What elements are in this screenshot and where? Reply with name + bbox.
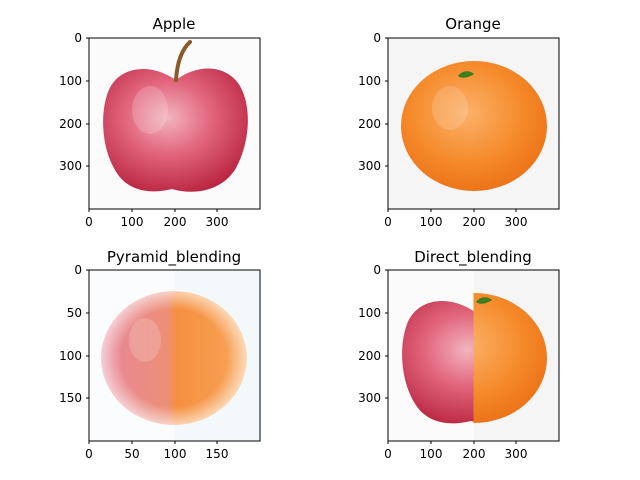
y-tick-label: 0 — [373, 31, 381, 45]
x-axis-ticks-direct: 0 100 200 300 — [384, 441, 527, 461]
apple-image — [89, 38, 260, 209]
y-tick-label: 200 — [358, 349, 381, 363]
x-tick-label: 0 — [384, 215, 392, 229]
x-tick-label: 200 — [463, 215, 486, 229]
panel-apple: Apple 0 100 200 300 0 100 200 300 — [59, 15, 261, 229]
x-tick-label: 300 — [505, 447, 528, 461]
x-tick-label: 200 — [463, 447, 486, 461]
panel-title-orange: Orange — [445, 15, 500, 33]
x-axis-ticks-apple: 0 100 200 300 — [85, 209, 228, 229]
panel-direct-blending: Direct_blending 0 100 200 300 — [358, 248, 560, 461]
y-tick-label: 100 — [358, 74, 381, 88]
direct-blend-apple-half — [402, 300, 474, 424]
panel-pyramid-blending: Pyramid_blending 0 50 100 150 0 50 10 — [59, 248, 261, 461]
y-tick-label: 300 — [59, 159, 82, 173]
y-tick-label: 50 — [67, 306, 82, 320]
x-tick-label: 200 — [164, 215, 187, 229]
y-tick-label: 100 — [59, 349, 82, 363]
orange-image — [388, 38, 559, 209]
y-tick-label: 0 — [373, 263, 381, 277]
panel-title-apple: Apple — [153, 15, 196, 33]
x-axis-ticks-pyramid: 0 50 100 150 — [85, 441, 228, 461]
direct-blend-image — [388, 270, 559, 441]
y-tick-label: 200 — [358, 117, 381, 131]
panel-title-direct-blending: Direct_blending — [414, 248, 532, 267]
x-tick-label: 100 — [121, 215, 144, 229]
x-tick-label: 100 — [164, 447, 187, 461]
x-tick-label: 50 — [124, 447, 139, 461]
direct-blend-orange-half — [473, 293, 547, 423]
y-axis-ticks-pyramid: 0 50 100 150 — [59, 263, 89, 405]
y-axis-ticks-apple: 0 100 200 300 — [59, 31, 89, 173]
y-axis-ticks-direct: 0 100 200 300 — [358, 263, 388, 405]
y-tick-label: 0 — [74, 263, 82, 277]
panel-title-pyramid-blending: Pyramid_blending — [107, 248, 241, 267]
x-tick-label: 100 — [420, 215, 443, 229]
x-tick-label: 150 — [206, 447, 229, 461]
y-tick-label: 100 — [358, 306, 381, 320]
y-tick-label: 300 — [358, 391, 381, 405]
y-tick-label: 200 — [59, 117, 82, 131]
pyramid-blend-image — [89, 270, 260, 441]
orange-body — [401, 61, 547, 191]
orange-leaf — [458, 71, 474, 78]
x-axis-ticks-orange: 0 100 200 300 — [384, 209, 527, 229]
x-tick-label: 300 — [206, 215, 229, 229]
panel-orange: Orange 0 100 200 300 0 100 200 300 — [358, 15, 560, 229]
apple-body — [103, 68, 248, 192]
y-axis-ticks-orange: 0 100 200 300 — [358, 31, 388, 173]
apple-stem — [174, 40, 192, 82]
x-tick-label: 0 — [384, 447, 392, 461]
x-tick-label: 100 — [420, 447, 443, 461]
y-tick-label: 100 — [59, 74, 82, 88]
x-tick-label: 0 — [85, 447, 93, 461]
x-tick-label: 0 — [85, 215, 93, 229]
y-tick-label: 0 — [74, 31, 82, 45]
y-tick-label: 300 — [358, 159, 381, 173]
y-tick-label: 150 — [59, 391, 82, 405]
x-tick-label: 300 — [505, 215, 528, 229]
